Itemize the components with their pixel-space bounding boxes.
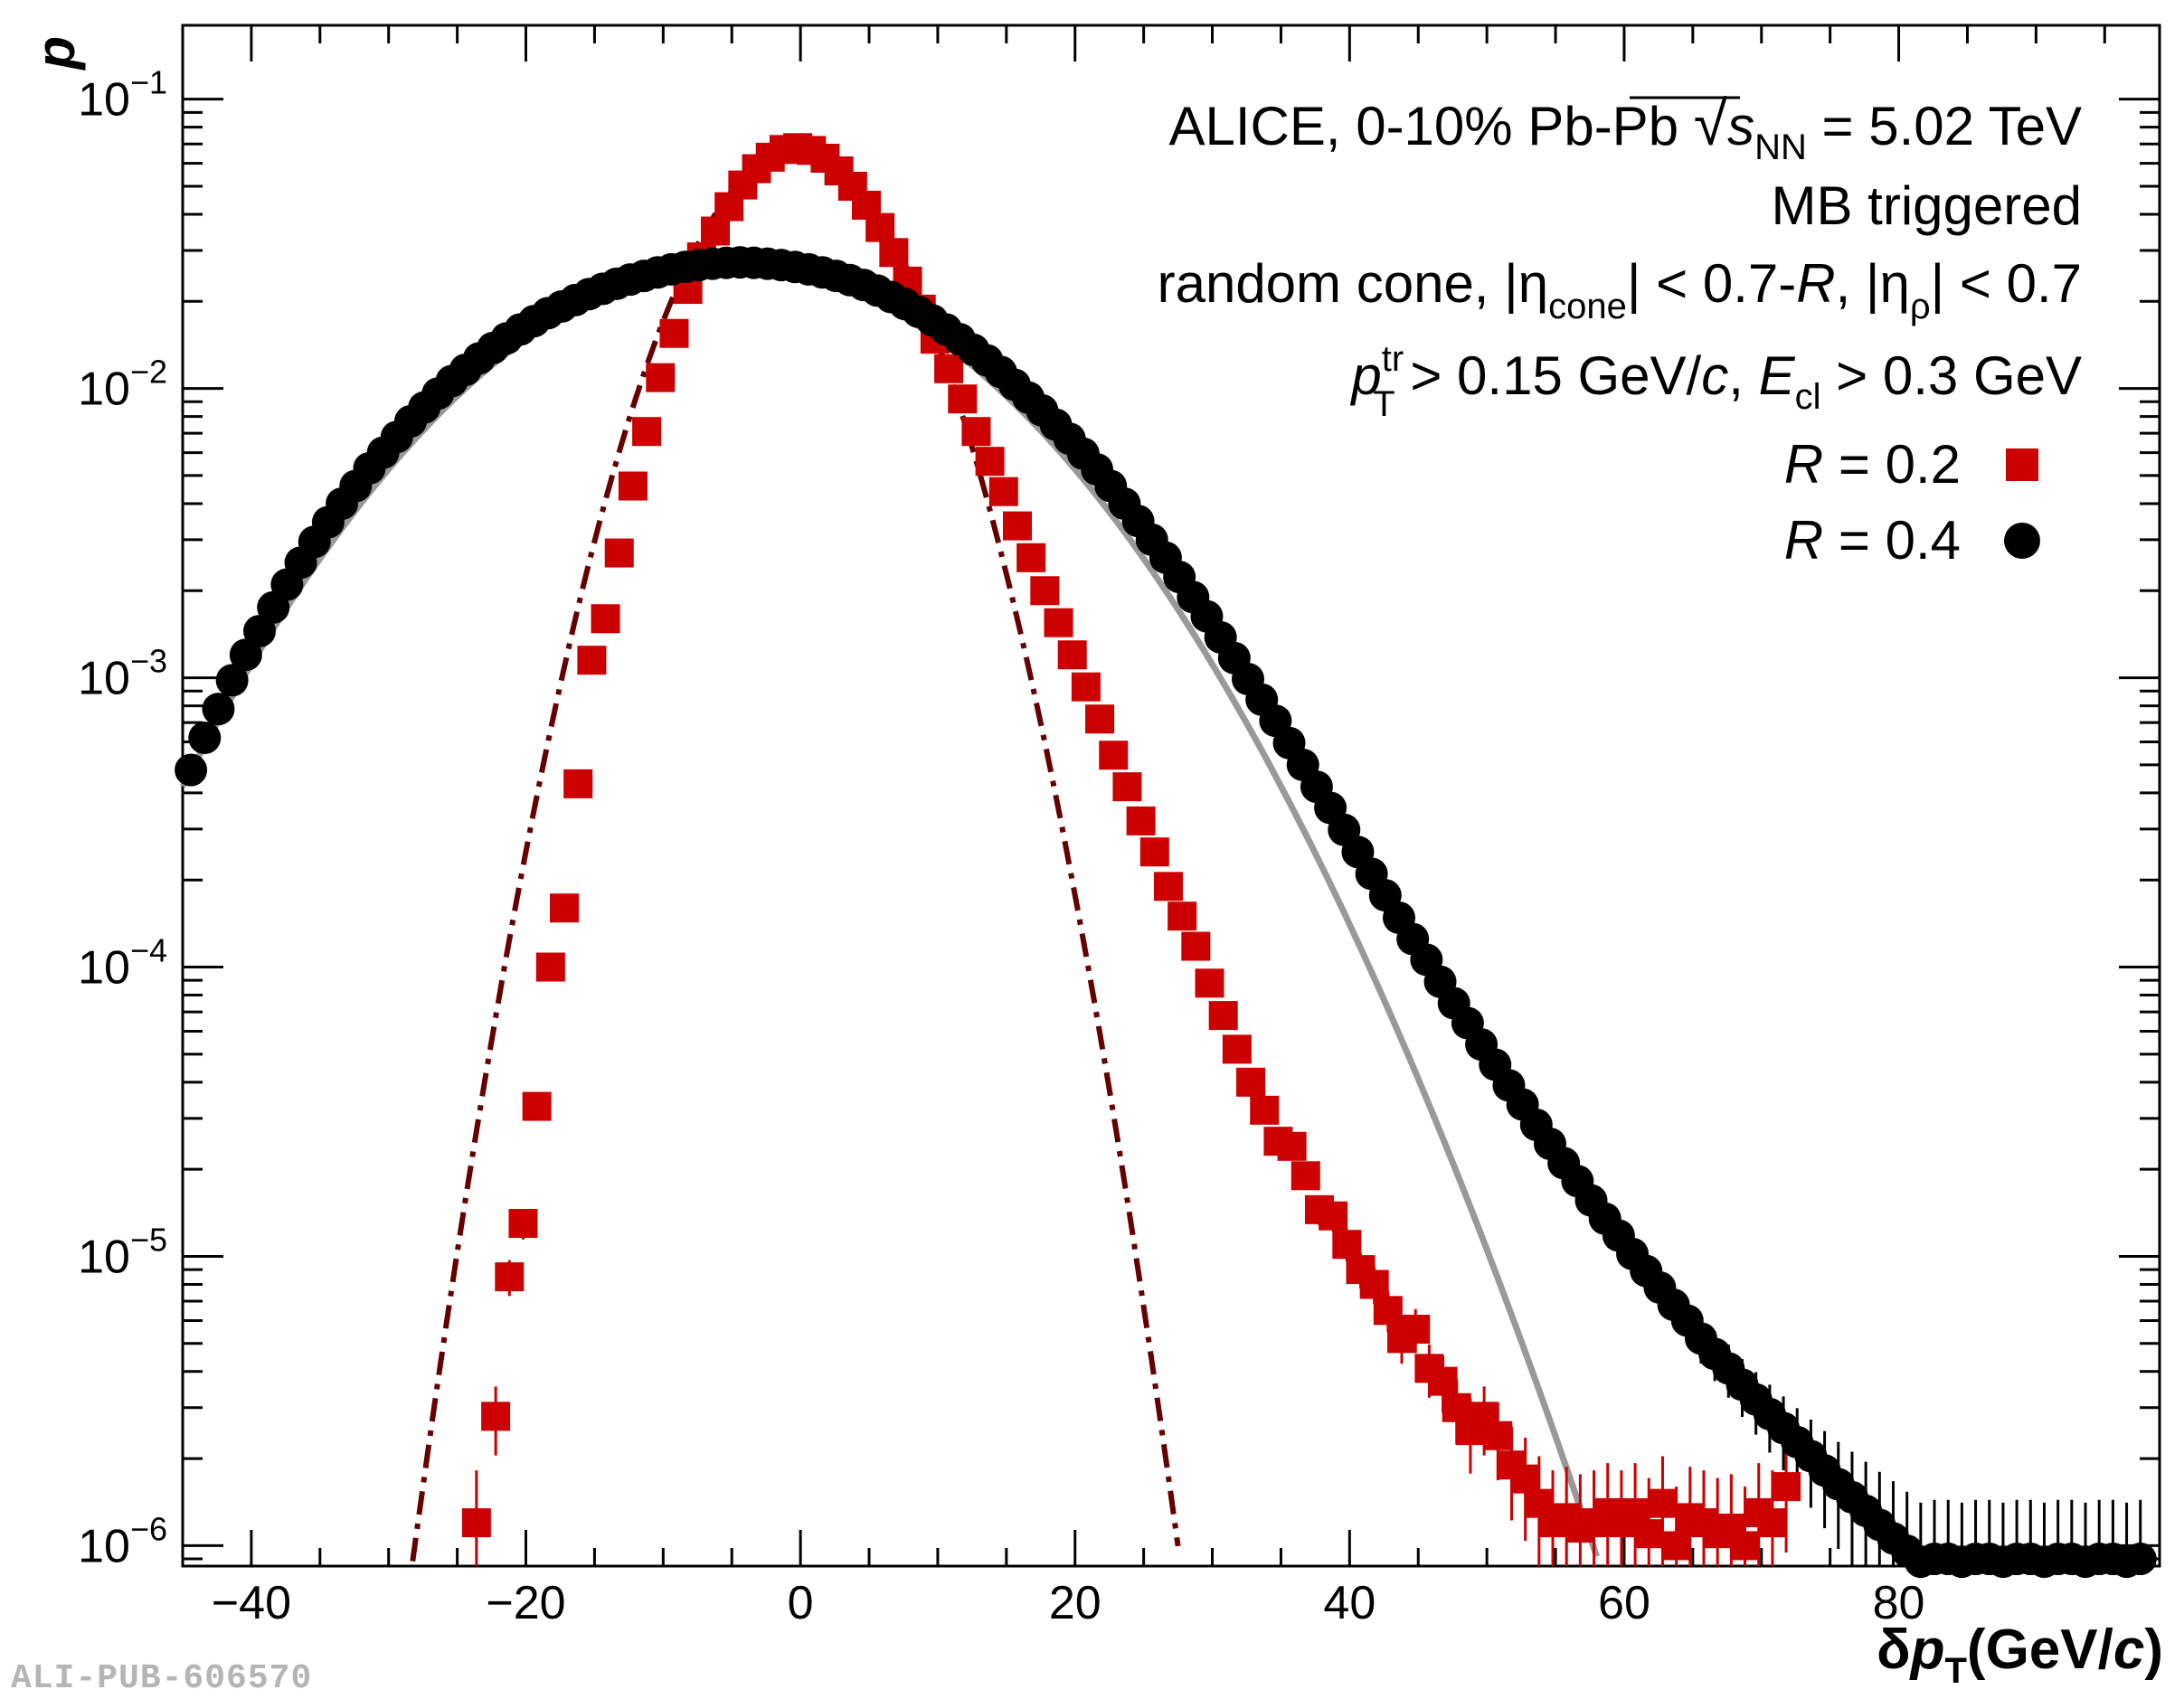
x-axis: −40 −20 0 20 40 60 80 [181, 25, 2106, 1629]
data-point-r02 [1250, 1095, 1280, 1125]
data-point-r02 [975, 447, 1005, 477]
data-point-r02 [535, 952, 565, 982]
data-point-r04 [215, 664, 249, 697]
data-point-r02 [1236, 1067, 1266, 1097]
data-point-r02 [508, 1209, 538, 1239]
data-point-r02 [701, 216, 731, 246]
data-point-r02 [1401, 1315, 1431, 1345]
legend: R = 0.2 R = 0.4 [1784, 434, 2040, 571]
y-tick-label: 10−4 [78, 932, 167, 995]
data-point-r02 [591, 604, 620, 634]
data-point-r02 [934, 354, 964, 383]
y-tick-label: 10−3 [78, 643, 167, 705]
annotation-block: ALICE, 0-10% Pb-Pb √sNN = 5.02 TeV MB tr… [1158, 90, 2082, 424]
data-point-r02 [1634, 1519, 1664, 1549]
data-point-r02 [646, 363, 676, 392]
data-point-r02 [1661, 1531, 1691, 1561]
data-point-r02 [1772, 1472, 1801, 1502]
annotation-line-4: ptr T > 0.15 GeV/c, Ecl > 0.3 GeV [1349, 339, 2082, 424]
error-bars [475, 1073, 2142, 1566]
x-tick-label: 80 [1873, 1577, 1925, 1629]
legend-marker-r04 [2004, 523, 2040, 559]
data-point-r02 [1373, 1296, 1403, 1326]
annotation-line-3: random cone, |ηcone| < 0.7-R, |ηρ| < 0.7 [1158, 253, 2082, 326]
data-point-r02 [461, 1508, 491, 1538]
data-point-r02 [1002, 511, 1032, 541]
data-point-r02 [1195, 968, 1224, 998]
data-point-r02 [1016, 543, 1046, 572]
data-point-r02 [1648, 1488, 1678, 1518]
y-tick-label: 10−1 [78, 64, 167, 127]
x-tick-label: 20 [1049, 1577, 1101, 1629]
plot-frame [181, 24, 2161, 1568]
x-tick-label: 0 [788, 1577, 814, 1629]
data-point-r02 [563, 769, 593, 798]
data-point-r02 [522, 1091, 552, 1121]
x-tick-label: −20 [486, 1577, 565, 1629]
data-point-r02 [1030, 576, 1060, 606]
data-point-r02 [1168, 901, 1197, 931]
data-point-r02 [481, 1402, 511, 1431]
data-point-r02 [1730, 1531, 1760, 1561]
annotation-line-2: MB triggered [1772, 175, 2082, 236]
data-point-r04 [175, 753, 208, 787]
plot-border [181, 24, 2161, 1568]
legend-label-r04: R = 0.4 [1784, 510, 1961, 571]
y-tick-label: 10−5 [78, 1221, 167, 1283]
data-point-r02 [1332, 1230, 1362, 1260]
x-tick-label: 40 [1323, 1577, 1376, 1629]
data-point-r02 [1044, 608, 1073, 637]
data-point-r02 [1428, 1366, 1458, 1396]
data-point-r02 [961, 417, 991, 447]
data-point-r02 [865, 212, 895, 242]
fit-curve-r02 [410, 148, 1181, 1562]
data-point-r02 [1757, 1508, 1787, 1538]
data-point-r02 [550, 893, 580, 923]
y-tick-label: 10−2 [78, 354, 167, 416]
y-axis: 10−6 10−5 10−4 10−3 10−2 10−1 [78, 64, 2160, 1572]
data-point-r04 [243, 614, 277, 647]
x-tick-label: −40 [212, 1577, 291, 1629]
data-point-r04 [202, 693, 235, 726]
data-point-r02 [1153, 872, 1183, 901]
data-point-r02 [1208, 1001, 1238, 1031]
data-point-r02 [948, 384, 978, 414]
data-point-r04 [188, 721, 222, 754]
data-point-r02 [1319, 1201, 1348, 1231]
data-point-r02 [632, 417, 662, 447]
y-axis-title: p [25, 36, 86, 71]
data-point-r02 [1126, 806, 1156, 835]
series-r04 [175, 246, 2157, 1579]
data-point-r02 [988, 477, 1018, 506]
legend-label-r02: R = 0.2 [1784, 434, 1961, 495]
data-point-r02 [1510, 1464, 1540, 1494]
data-point-r02 [1139, 837, 1169, 867]
data-point-r04 [229, 638, 262, 672]
data-point-r02 [879, 238, 909, 268]
data-point-r02 [1181, 931, 1211, 961]
data-point-r02 [618, 471, 648, 501]
y-tick-label: 10−6 [78, 1510, 167, 1572]
x-tick-label: 60 [1598, 1577, 1650, 1629]
data-point-r02 [1112, 772, 1142, 802]
data-point-r02 [1359, 1270, 1389, 1299]
x-axis-title: δpT(GeV/c) [1877, 1619, 2163, 1691]
data-point-r02 [604, 538, 634, 568]
annotation-line-1: ALICE, 0-10% Pb-Pb √sNN = 5.02 TeV [1168, 90, 2082, 167]
data-point-r02 [1071, 672, 1101, 702]
data-point-r02 [1483, 1421, 1513, 1450]
data-point-r02 [577, 646, 607, 675]
data-point-r02 [1277, 1131, 1307, 1161]
data-point-r02 [1099, 741, 1129, 770]
data-point-r02 [659, 318, 689, 348]
data-point-r02 [1085, 704, 1115, 734]
data-point-r02 [1291, 1161, 1320, 1191]
data-point-r04 [2123, 1543, 2157, 1576]
data-point-r02 [1222, 1034, 1252, 1064]
legend-marker-r02 [2006, 448, 2038, 481]
data-point-r02 [495, 1262, 525, 1292]
data-point-r02 [1057, 640, 1087, 670]
watermark: ALI-PUB-606570 [11, 1659, 313, 1698]
